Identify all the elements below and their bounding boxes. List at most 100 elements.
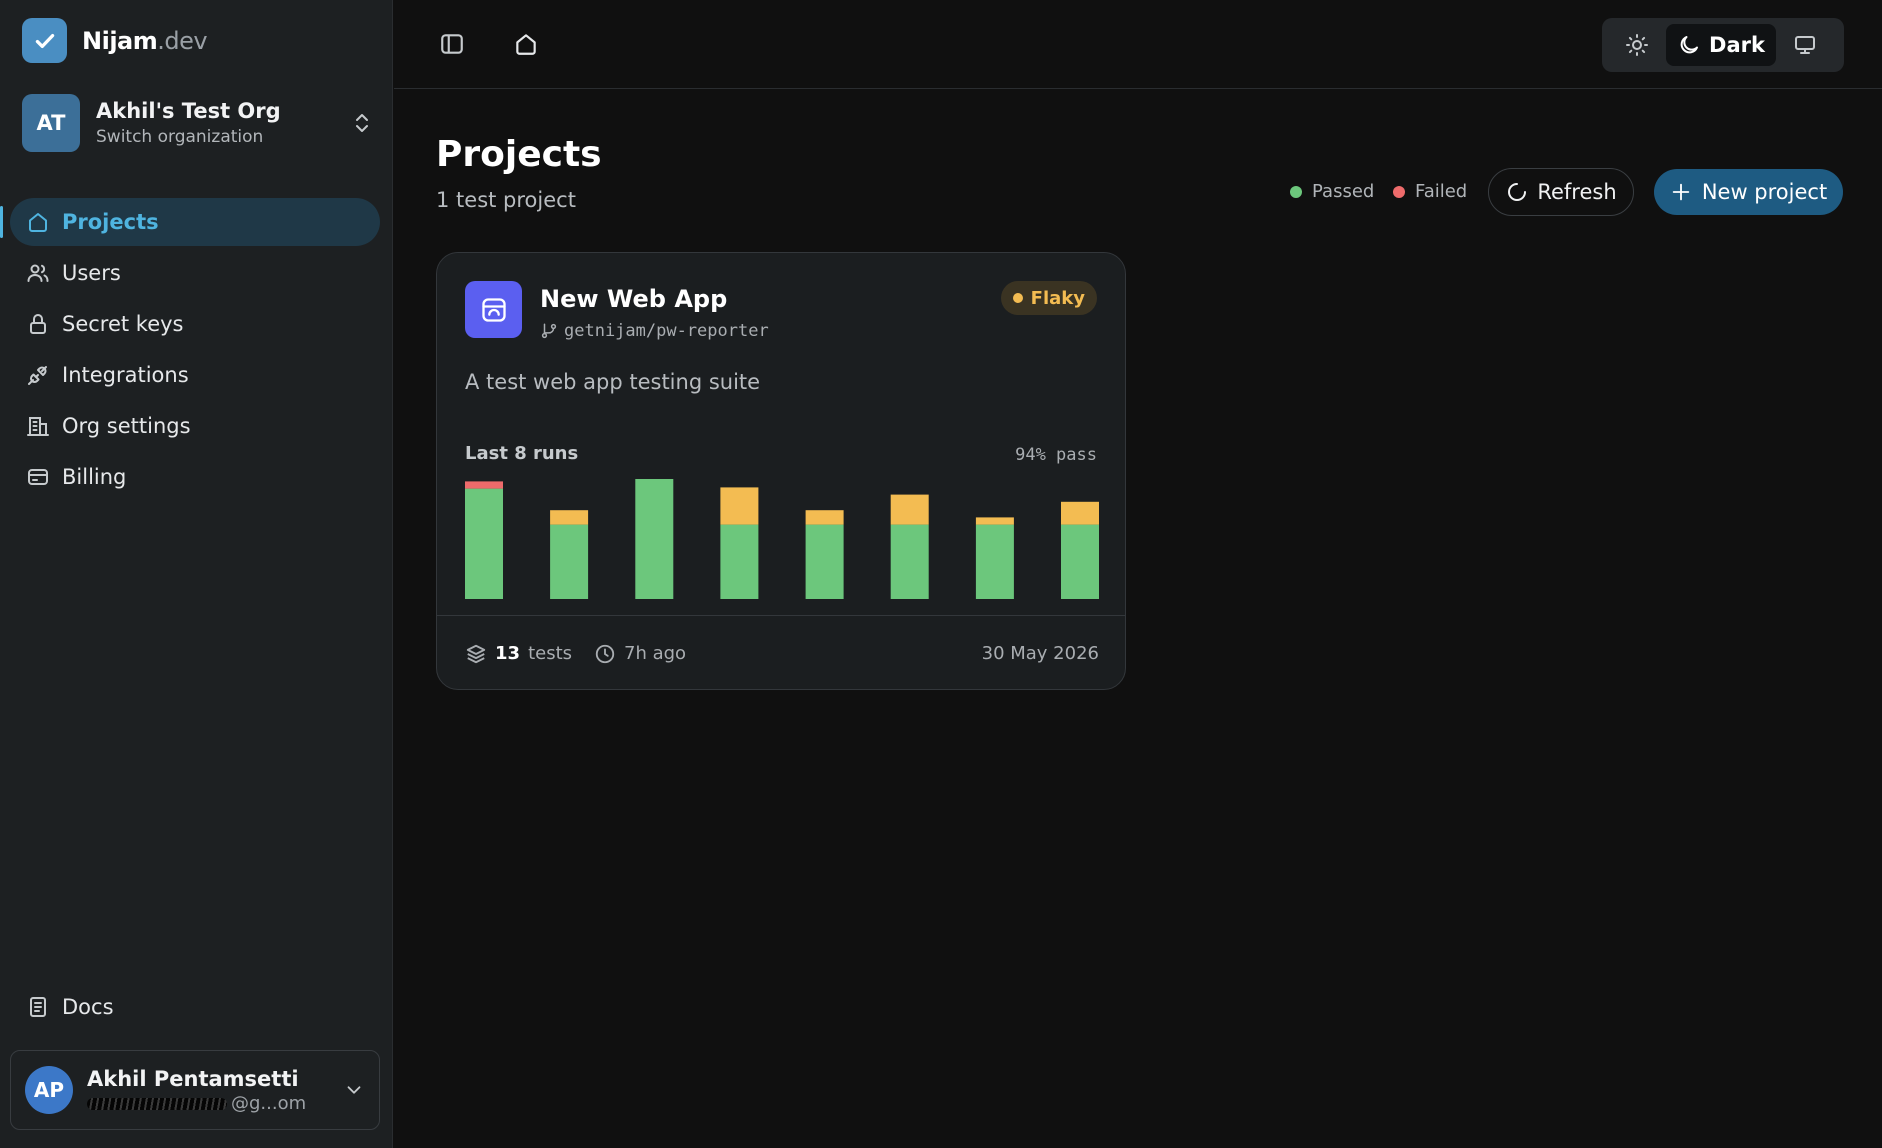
- sidebar-item-label: Users: [62, 261, 121, 285]
- sidebar-item-billing[interactable]: Billing: [10, 453, 380, 501]
- page-title: Projects: [436, 134, 602, 175]
- bar-run-2-passed: [550, 524, 589, 599]
- project-date: 30 May 2026: [981, 643, 1099, 664]
- bar-run-1-failed: [465, 481, 503, 489]
- status-badge-dot: [1012, 293, 1023, 303]
- sidebar-item-users[interactable]: Users: [10, 249, 380, 297]
- users-icon: [27, 264, 49, 282]
- sidebar-item-integrations[interactable]: Integrations: [10, 351, 380, 399]
- legend-failed-dot: [1393, 185, 1405, 198]
- org-subtitle: Switch organization: [96, 127, 264, 147]
- project-repo-text: getnijam/pw-reporter: [564, 321, 769, 341]
- bar-run-6-flaky: [890, 494, 929, 525]
- building-icon: [27, 417, 49, 436]
- chevrons-up-down-icon: [356, 114, 368, 132]
- theme-system-button[interactable]: [1776, 24, 1834, 66]
- project-card[interactable]: New Web App getnijam/pw-reporter Flaky A…: [436, 252, 1126, 690]
- docs-label: Docs: [62, 995, 114, 1019]
- home-button[interactable]: [512, 30, 540, 58]
- sidebar-item-secret-keys[interactable]: Secret keys: [10, 300, 380, 348]
- legend-failed: Failed: [1393, 181, 1467, 202]
- top-bar: Dark: [394, 0, 1882, 89]
- toggle-sidebar-button[interactable]: [438, 30, 466, 58]
- refresh-label: Refresh: [1537, 180, 1617, 204]
- project-footer: 13 tests 7h ago 30 May 2026: [437, 615, 1125, 689]
- project-repo: getnijam/pw-reporter: [540, 321, 769, 341]
- page-subtitle: 1 test project: [436, 188, 576, 212]
- runs-chart: [465, 479, 1099, 599]
- brand[interactable]: Nijam.dev: [22, 18, 208, 63]
- bar-run-7-passed: [975, 524, 1014, 599]
- sidebar-toggle-icon: [441, 34, 463, 54]
- user-text: Akhil Pentamsetti @g...om: [87, 1067, 343, 1114]
- sidebar-item-projects[interactable]: Projects: [10, 198, 380, 246]
- bar-run-6-passed: [890, 524, 929, 599]
- legend-passed-dot: [1290, 185, 1302, 198]
- tests-count-value: 13: [495, 643, 521, 664]
- new-project-label: New project: [1701, 180, 1828, 204]
- sidebar-item-label: Secret keys: [62, 312, 184, 336]
- plug-icon: [28, 366, 47, 385]
- bar-run-7-flaky: [975, 517, 1014, 525]
- tests-count-label: tests: [528, 643, 573, 664]
- legend-failed-label: Failed: [1415, 181, 1468, 202]
- org-text: Akhil's Test Org Switch organization: [96, 99, 350, 147]
- theme-light-button[interactable]: [1608, 24, 1666, 66]
- plus-icon: [1672, 183, 1690, 201]
- sidebar-item-label: Org settings: [62, 414, 191, 438]
- sidebar: Nijam.dev AT Akhil's Test Org Switch org…: [0, 0, 393, 1148]
- legend-passed-label: Passed: [1312, 181, 1375, 202]
- brand-name-suffix: .dev: [157, 26, 208, 55]
- sidebar-item-label: Billing: [62, 465, 127, 489]
- bar-run-5-flaky: [805, 510, 844, 525]
- brand-name-main: Nijam: [82, 26, 158, 55]
- project-icon: [465, 281, 522, 338]
- avatar: AP: [25, 1066, 73, 1114]
- monitor-icon: [1795, 36, 1815, 54]
- book-icon: [30, 997, 46, 1017]
- theme-dark-button[interactable]: Dark: [1666, 24, 1776, 66]
- moon-icon: [1680, 36, 1699, 54]
- org-name: Akhil's Test Org: [96, 99, 281, 123]
- sun-icon: [1626, 34, 1648, 56]
- user-email: @g...om: [87, 1093, 343, 1114]
- brand-name: Nijam.dev: [82, 26, 208, 55]
- legend-passed: Passed: [1290, 181, 1374, 202]
- nav-active-indicator: [0, 206, 3, 238]
- bar-run-2-flaky: [550, 510, 589, 525]
- new-project-button[interactable]: New project: [1654, 169, 1843, 215]
- status-badge-label: Flaky: [1030, 287, 1085, 309]
- bar-run-8-flaky: [1061, 501, 1099, 525]
- sidebar-item-org-settings[interactable]: Org settings: [10, 402, 380, 450]
- last-run: 7h ago: [594, 643, 686, 665]
- refresh-icon: [1508, 183, 1527, 201]
- runs-label: Last 8 runs: [465, 443, 579, 464]
- check-icon: [22, 18, 67, 63]
- refresh-button[interactable]: Refresh: [1488, 168, 1634, 216]
- user-email-text: @g...om: [231, 1092, 307, 1114]
- home-icon: [29, 213, 47, 232]
- git-branch-icon: [541, 323, 557, 339]
- user-menu[interactable]: AP Akhil Pentamsetti @g...om: [10, 1050, 380, 1130]
- sidebar-item-label: Projects: [62, 210, 159, 234]
- bar-run-3-passed: [635, 479, 674, 599]
- org-switcher[interactable]: AT Akhil's Test Org Switch organization: [22, 94, 374, 152]
- card-icon: [28, 469, 48, 485]
- chevron-down-icon: [347, 1086, 361, 1094]
- layers-icon: [466, 644, 486, 663]
- project-title: New Web App: [540, 285, 728, 313]
- org-avatar: AT: [22, 94, 80, 152]
- redacted-scribble: [87, 1097, 227, 1110]
- last-run-text: 7h ago: [624, 643, 687, 664]
- project-description: A test web app testing suite: [465, 370, 761, 394]
- bar-run-4-passed: [720, 524, 759, 599]
- bar-run-4-flaky: [720, 487, 759, 525]
- clock-icon: [595, 644, 615, 663]
- docs-link[interactable]: Docs: [26, 995, 114, 1019]
- sidebar-nav: Projects Users Secret keys Integrations …: [10, 198, 380, 504]
- app-window-icon: [481, 297, 506, 322]
- theme-dark-label: Dark: [1709, 33, 1765, 57]
- tests-count: 13 tests: [465, 643, 572, 665]
- bar-run-1-passed: [465, 488, 503, 599]
- home-icon: [516, 34, 536, 55]
